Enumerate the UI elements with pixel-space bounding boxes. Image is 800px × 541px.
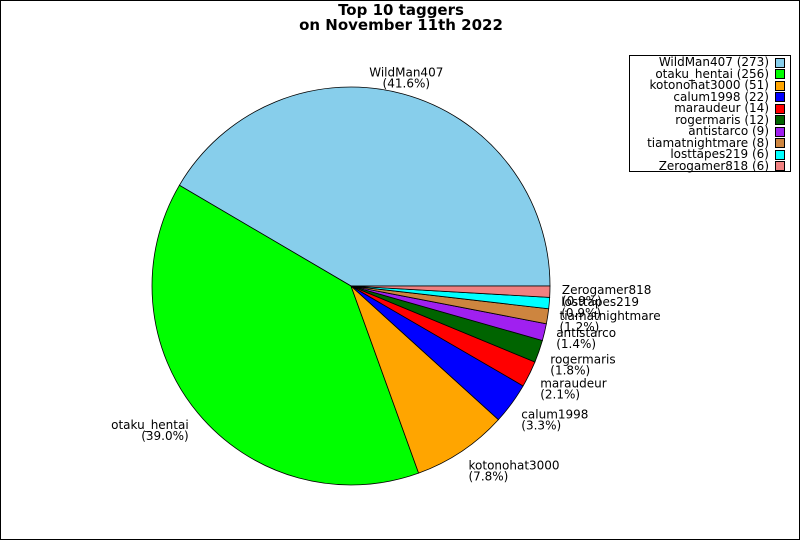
slice-label-tiamatnightmare: tiamatnightmare (1.2%) <box>560 309 661 334</box>
slice-label-maraudeur: maraudeur (2.1%) <box>540 377 607 402</box>
legend-label: rogermaris (12) <box>675 112 769 127</box>
legend-swatch <box>775 161 785 172</box>
legend-label: losttapes219 (6) <box>670 147 769 162</box>
legend-entry-otaku-hentai: otaku_hentai (256) <box>630 66 790 81</box>
chart-title-line-2: on November 11th 2022 <box>299 16 503 34</box>
slice-label-wildman407: WildMan407 (41.6%) <box>369 65 443 90</box>
slice-label-kotonohat3000: kotonohat3000 (7.8%) <box>469 458 560 483</box>
legend-entry-maraudeur: maraudeur (14) <box>630 101 790 116</box>
slice-label-antistarco: antistarco (1.4%) <box>556 326 616 351</box>
legend-label: maraudeur (14) <box>674 101 769 116</box>
legend-swatch <box>775 138 785 149</box>
legend: WildMan407 (273) otaku_hentai (256) kotono… <box>629 55 791 172</box>
pie-slice-wildman407 <box>178 86 551 287</box>
legend-swatch <box>775 149 785 160</box>
legend-entry-antistarco: antistarco (9) <box>630 124 790 139</box>
slice-label-calum1998: calum1998 (3.3%) <box>521 408 588 433</box>
pie-slice-kotonohat3000 <box>350 285 500 474</box>
legend-entry-rogermaris: rogermaris (12) <box>630 112 790 127</box>
legend-label: antistarco (9) <box>688 124 769 139</box>
slice-label-rogermaris: rogermaris (1.8%) <box>550 352 615 377</box>
legend-swatch <box>775 103 785 114</box>
chart-title: Top 10 taggers on November 11th 2022 <box>1 3 800 33</box>
chart-title-line-1: Top 10 taggers <box>338 1 464 19</box>
pie-slice-otaku-hentai <box>151 184 420 486</box>
legend-label: WildMan407 (273) <box>658 55 769 70</box>
legend-swatch <box>775 69 785 80</box>
legend-entry-zerogamer818: Zerogamer818 (6) <box>630 158 790 173</box>
legend-swatch <box>775 80 785 91</box>
slice-label-losttapes219: losttapes219 (0.9%) <box>561 295 639 320</box>
legend-label: kotonohat3000 (51) <box>649 78 769 93</box>
pie-labels: WildMan407 (41.6%) otaku_hentai (39.0%)koto… <box>111 65 660 483</box>
legend-label: Zerogamer818 (6) <box>658 158 769 173</box>
legend-swatch <box>775 115 785 126</box>
legend-entry-tiamatnightmare: tiamatnightmare (8) <box>630 135 790 150</box>
slice-label-zerogamer818: Zerogamer818 (0.9%) <box>562 283 652 308</box>
legend-entry-losttapes219: losttapes219 (6) <box>630 147 790 162</box>
slice-label-otaku-hentai: otaku_hentai (39.0%) <box>111 418 189 443</box>
legend-label: otaku_hentai (256) <box>655 66 769 81</box>
legend-swatch <box>775 57 785 68</box>
legend-swatch <box>775 126 785 137</box>
pie-slice-zerogamer818 <box>350 285 551 298</box>
pie-slices <box>151 86 551 486</box>
legend-entry-kotonohat3000: kotonohat3000 (51) <box>630 78 790 93</box>
legend-entry-wildman407: WildMan407 (273) <box>630 55 790 70</box>
legend-label: calum1998 (22) <box>673 89 769 104</box>
legend-swatch <box>775 92 785 103</box>
legend-label: tiamatnightmare (8) <box>647 135 769 150</box>
legend-entry-calum1998: calum1998 (22) <box>630 89 790 104</box>
